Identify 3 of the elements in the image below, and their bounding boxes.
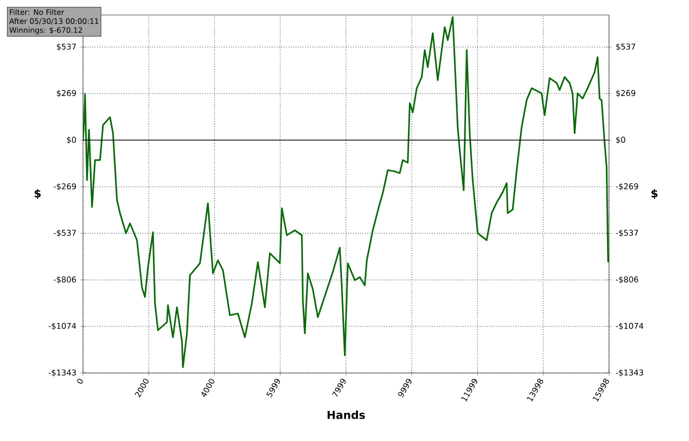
x-axis-title: Hands [328, 410, 365, 420]
y2-axis-title: $ [651, 189, 658, 199]
y-axis-title: $ [34, 189, 41, 199]
